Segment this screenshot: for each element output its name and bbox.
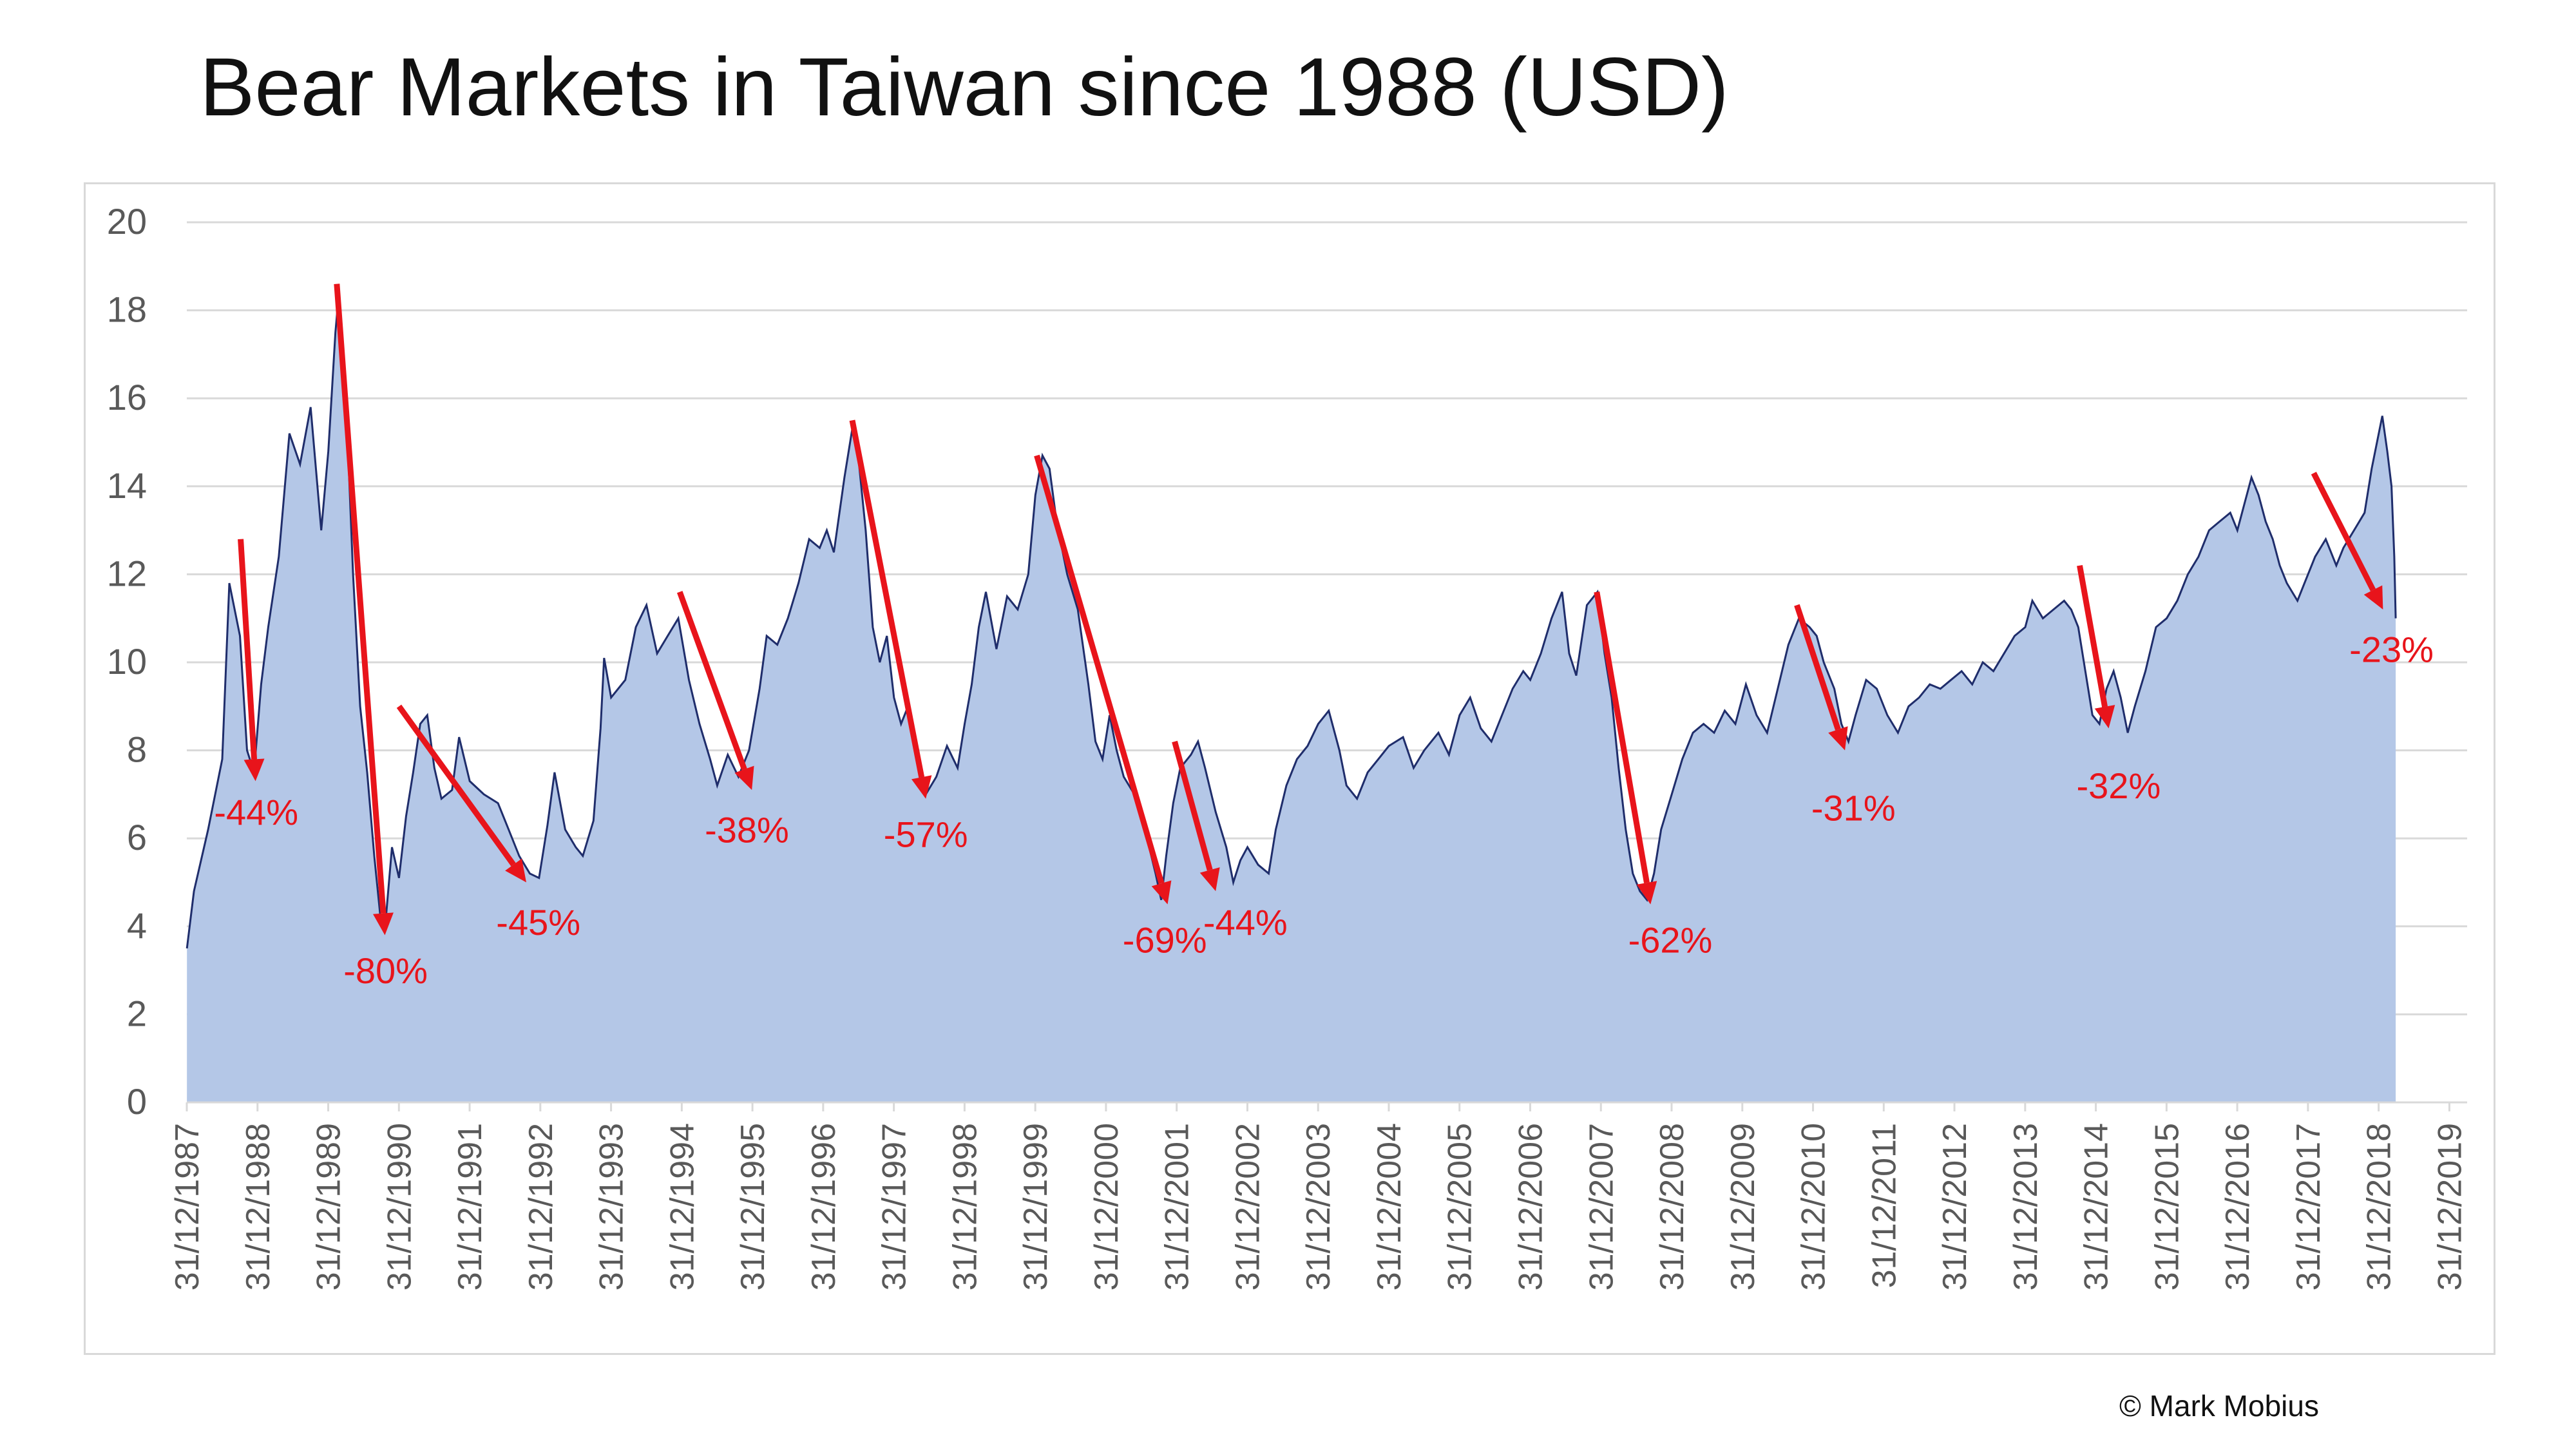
x-tick-label: 31/12/1989 [310,1123,348,1291]
price-line [186,293,2397,949]
x-tick-label: 31/12/1991 [452,1123,489,1291]
y-tick-label: 4 [127,905,147,946]
x-tick-label: 31/12/2007 [1583,1123,1620,1291]
price-area-fill [187,293,2396,1102]
drawdown-label: -62% [1628,919,1713,960]
x-tick-label: 31/12/1996 [805,1123,843,1291]
y-tick-label: 14 [107,465,147,506]
x-tick-label: 31/12/2016 [2219,1123,2256,1291]
bear-arrow [1594,591,1650,883]
bear-arrow-head [373,912,394,936]
bear-arrow-head [2094,705,2115,729]
bear-arrow [2311,472,2376,591]
price-area [186,293,2397,1102]
bear-arrow-head [1151,880,1172,905]
y-tick-label: 12 [107,553,147,593]
drawdown-label: -57% [884,814,968,854]
y-tick-label: 8 [127,729,147,770]
drawdown-label: -45% [496,902,580,943]
bear-market-annotations: -44%-80%-45%-38% -57%-69%-44% -62%-31%-32%… [214,283,2434,991]
y-tick-label: 2 [127,993,147,1033]
drawdown-label: -23% [2349,629,2434,670]
bear-arrow [849,419,925,778]
drawdown-label: -32% [2077,765,2161,806]
bear-arrow [2077,564,2108,707]
x-tick-label: 31/12/1992 [522,1123,560,1291]
x-axis: 31/12/1987 31/12/1988 31/12/1989 31/12/1990… [169,1101,2468,1291]
x-tick-label: 31/12/2001 [1159,1123,1196,1291]
y-tick-label: 18 [107,289,147,330]
bear-arrow [1172,740,1213,871]
bear-arrow [676,591,747,771]
bear-arrow-head [734,765,754,791]
x-tick-label: 31/12/2002 [1229,1123,1266,1291]
x-tick-label: 31/12/1998 [946,1123,984,1291]
x-tick-label: 31/12/1995 [734,1123,772,1291]
y-tick-label: 20 [107,201,147,242]
x-tick-label: 31/12/2011 [1865,1123,1903,1288]
x-tick-label: 31/12/1997 [876,1123,913,1291]
x-tick-label: 31/12/2015 [2148,1123,2186,1291]
x-tick-label: 31/12/2012 [1936,1123,1974,1291]
y-tick-label: 16 [107,377,147,417]
x-tick-label: 31/12/2005 [1442,1123,1479,1291]
bear-arrow-head [1199,867,1220,892]
drawdown-label: -38% [705,810,789,850]
x-tick-label: 31/12/2000 [1088,1123,1125,1291]
x-tick-label: 31/12/2014 [2078,1123,2115,1291]
y-tick-label: 6 [127,817,147,858]
x-tick-label: 31/12/2003 [1300,1123,1337,1291]
bear-arrow [334,283,386,914]
x-tick-label: 31/12/2009 [1724,1123,1762,1291]
drawdown-label: -80% [343,950,428,991]
x-tick-label: 31/12/1999 [1017,1123,1054,1291]
x-tick-label: 31/12/1993 [593,1123,631,1291]
x-tick-label: 31/12/2019 [2431,1123,2468,1291]
drawdown-label: -31% [1811,787,1896,828]
page-title: Bear Markets in Taiwan since 1988 (USD) [200,41,1729,133]
drawdown-label: -44% [1203,902,1288,943]
bear-arrow-head [243,758,265,782]
bear-arrow [396,704,516,867]
x-tick-label: 31/12/1994 [663,1123,701,1291]
x-tick-label: 31/12/1987 [169,1123,206,1291]
copyright-label: © Mark Mobius [2119,1389,2319,1423]
x-tick-label: 31/12/2006 [1512,1123,1549,1291]
bear-arrow-head [505,858,527,883]
x-tick-label: 31/12/1990 [381,1123,418,1291]
drawdown-label: -69% [1123,919,1207,960]
x-tick-label: 31/12/2018 [2361,1123,2398,1291]
bear-arrow-head [1636,881,1657,905]
bear-arrow-head [911,775,932,799]
bear-arrow-head [1828,726,1848,751]
x-tick-label: 31/12/2004 [1371,1123,1408,1291]
drawdown-label: -44% [214,792,298,832]
x-tick-label: 31/12/2017 [2290,1123,2327,1291]
x-tick-label: 31/12/2013 [2007,1123,2045,1291]
x-tick-label: 31/12/2010 [1795,1123,1833,1291]
chart-frame [84,182,2495,1355]
y-tick-label: 10 [107,641,147,682]
bear-arrow [1034,454,1165,885]
x-tick-label: 31/12/2008 [1654,1123,1691,1291]
x-tick-label: 31/12/1988 [240,1123,277,1291]
bear-arrow-head [2363,585,2383,610]
y-tick-label: 0 [127,1081,147,1122]
bear-arrow [1794,604,1841,731]
bear-arrow [238,539,258,760]
y-axis: 0 2 4 6 8 10 12 14 16 18 20 [107,201,147,1122]
